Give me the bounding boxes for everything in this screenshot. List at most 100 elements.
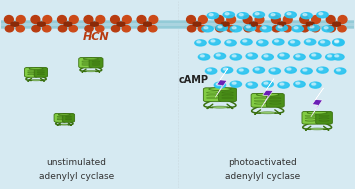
Circle shape xyxy=(230,54,241,60)
Ellipse shape xyxy=(65,116,72,117)
Ellipse shape xyxy=(143,24,151,26)
Ellipse shape xyxy=(38,24,45,26)
Ellipse shape xyxy=(65,118,72,119)
Circle shape xyxy=(253,12,264,18)
Ellipse shape xyxy=(64,24,72,26)
Circle shape xyxy=(337,69,340,71)
Ellipse shape xyxy=(138,26,146,32)
Circle shape xyxy=(243,40,247,42)
Circle shape xyxy=(223,12,234,18)
Ellipse shape xyxy=(251,22,256,26)
Ellipse shape xyxy=(278,24,286,26)
Ellipse shape xyxy=(29,68,43,70)
Circle shape xyxy=(255,13,259,15)
Circle shape xyxy=(216,83,220,85)
Circle shape xyxy=(285,67,296,73)
Circle shape xyxy=(218,26,222,28)
Ellipse shape xyxy=(85,70,97,72)
Ellipse shape xyxy=(326,15,335,23)
Ellipse shape xyxy=(5,15,13,23)
FancyBboxPatch shape xyxy=(266,93,284,107)
Ellipse shape xyxy=(91,22,98,24)
Ellipse shape xyxy=(70,15,78,23)
FancyBboxPatch shape xyxy=(24,67,38,77)
Circle shape xyxy=(209,14,213,16)
Ellipse shape xyxy=(272,26,280,32)
Ellipse shape xyxy=(85,26,93,32)
Ellipse shape xyxy=(137,15,146,23)
Circle shape xyxy=(262,54,273,60)
Circle shape xyxy=(308,25,319,31)
Circle shape xyxy=(333,39,344,45)
Ellipse shape xyxy=(306,22,314,24)
Ellipse shape xyxy=(117,24,125,26)
Circle shape xyxy=(310,53,321,59)
Ellipse shape xyxy=(193,24,201,26)
Ellipse shape xyxy=(187,26,196,32)
Text: adenylyl cyclase: adenylyl cyclase xyxy=(39,172,114,181)
Circle shape xyxy=(241,39,252,45)
Circle shape xyxy=(289,40,300,46)
Circle shape xyxy=(310,82,321,88)
Circle shape xyxy=(223,68,227,70)
Ellipse shape xyxy=(222,92,233,93)
FancyBboxPatch shape xyxy=(1,19,354,29)
Circle shape xyxy=(246,26,250,28)
Ellipse shape xyxy=(280,22,284,26)
Circle shape xyxy=(237,13,248,19)
Circle shape xyxy=(321,41,324,43)
Circle shape xyxy=(312,83,316,85)
Ellipse shape xyxy=(334,22,339,26)
Ellipse shape xyxy=(301,26,309,32)
Circle shape xyxy=(222,67,233,73)
Circle shape xyxy=(209,39,220,45)
Ellipse shape xyxy=(122,15,131,23)
Ellipse shape xyxy=(244,26,252,32)
Circle shape xyxy=(204,27,208,29)
Circle shape xyxy=(326,54,337,60)
Ellipse shape xyxy=(13,22,17,26)
Text: adenylyl cyclase: adenylyl cyclase xyxy=(225,172,300,181)
Circle shape xyxy=(287,68,291,70)
Circle shape xyxy=(200,55,204,57)
Ellipse shape xyxy=(222,22,229,24)
FancyBboxPatch shape xyxy=(54,113,66,122)
Circle shape xyxy=(290,41,295,43)
Ellipse shape xyxy=(91,24,98,26)
Ellipse shape xyxy=(319,115,329,116)
Circle shape xyxy=(319,68,323,70)
Ellipse shape xyxy=(283,26,291,32)
Ellipse shape xyxy=(193,22,201,24)
Circle shape xyxy=(207,13,219,19)
Ellipse shape xyxy=(269,98,281,99)
Ellipse shape xyxy=(82,64,89,65)
FancyBboxPatch shape xyxy=(251,93,269,107)
Ellipse shape xyxy=(11,24,19,26)
Ellipse shape xyxy=(207,95,218,96)
Ellipse shape xyxy=(243,15,252,23)
Polygon shape xyxy=(311,88,323,117)
Ellipse shape xyxy=(28,70,35,71)
FancyBboxPatch shape xyxy=(34,67,48,77)
Circle shape xyxy=(264,82,268,84)
Circle shape xyxy=(294,27,298,29)
Circle shape xyxy=(334,68,346,74)
Ellipse shape xyxy=(84,15,93,23)
Ellipse shape xyxy=(283,15,292,23)
Circle shape xyxy=(197,41,201,43)
Ellipse shape xyxy=(57,118,63,119)
Ellipse shape xyxy=(11,22,19,24)
Circle shape xyxy=(225,13,229,15)
Circle shape xyxy=(248,54,252,56)
Ellipse shape xyxy=(250,24,257,26)
Circle shape xyxy=(269,13,280,19)
Circle shape xyxy=(335,40,339,42)
Ellipse shape xyxy=(226,26,235,32)
Ellipse shape xyxy=(122,26,130,32)
Circle shape xyxy=(195,40,206,46)
Circle shape xyxy=(305,39,316,45)
Circle shape xyxy=(264,55,268,57)
Circle shape xyxy=(257,40,268,46)
Ellipse shape xyxy=(308,22,312,26)
Ellipse shape xyxy=(338,26,346,32)
